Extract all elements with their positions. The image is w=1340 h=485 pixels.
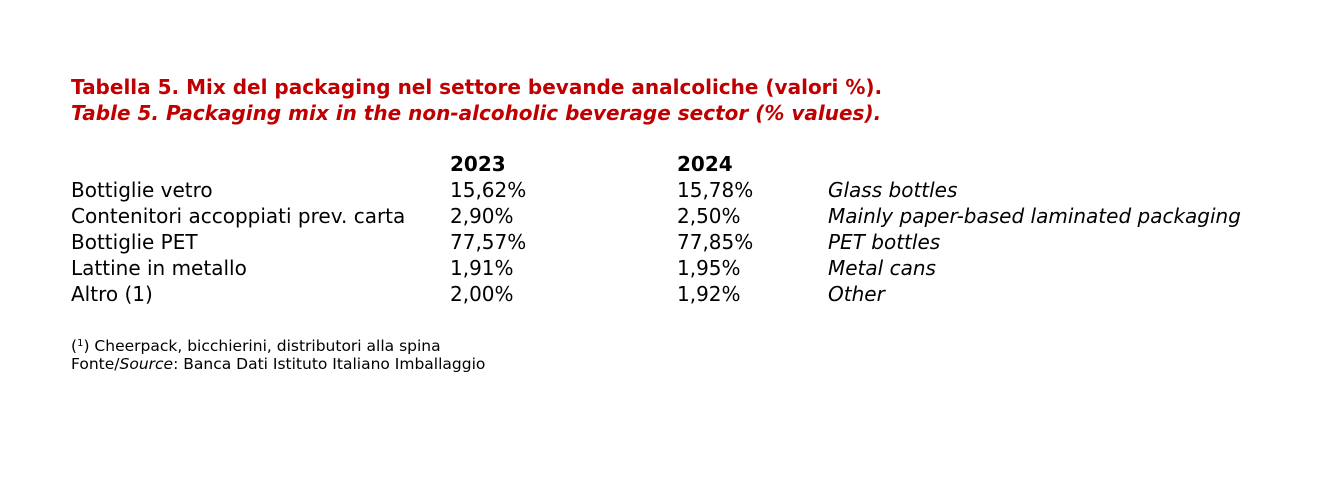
row-label-english: Glass bottles [828, 178, 958, 202]
row-value-2024: 1,95% [677, 256, 741, 280]
source-text: : Banca Dati Istituto Italiano Imballagg… [173, 355, 486, 373]
footnote-text: Cheerpack, bicchierini, distributori all… [89, 337, 441, 355]
table-title-italian: Tabella 5. Mix del packaging nel settore… [71, 75, 883, 99]
row-value-2024: 15,78% [677, 178, 754, 202]
row-label-english: Other [828, 282, 885, 306]
footnote: (1) Cheerpack, bicchierini, distributori… [71, 334, 485, 355]
row-label-english: PET bottles [828, 230, 941, 254]
header-2023: 2023 [450, 152, 506, 176]
row-label-italian: Contenitori accoppiati prev. carta [71, 204, 406, 228]
row-value-2023: 2,00% [450, 282, 514, 306]
row-label-italian: Bottiglie PET [71, 230, 198, 254]
row-value-2023: 1,91% [450, 256, 514, 280]
row-value-2024: 77,85% [677, 230, 754, 254]
footnote-open: ( [71, 337, 78, 355]
source-italic: Source [119, 355, 174, 373]
row-value-2023: 15,62% [450, 178, 527, 202]
row-label-italian: Lattine in metallo [71, 256, 247, 280]
table-notes: (1) Cheerpack, bicchierini, distributori… [71, 334, 485, 374]
footnote-mark: 1 [77, 338, 84, 349]
header-2024: 2024 [677, 152, 733, 176]
row-label-italian: Bottiglie vetro [71, 178, 213, 202]
row-value-2024: 2,50% [677, 204, 741, 228]
row-label-english: Metal cans [828, 256, 936, 280]
row-value-2023: 77,57% [450, 230, 527, 254]
row-value-2024: 1,92% [677, 282, 741, 306]
source-prefix: Fonte/ [71, 355, 120, 373]
footnote-close: ) [83, 337, 90, 355]
source-note: Fonte/Source: Banca Dati Istituto Italia… [71, 354, 485, 374]
row-label-italian: Altro (1) [71, 282, 153, 306]
row-label-english: Mainly paper-based laminated packaging [828, 204, 1241, 228]
table-title-english: Table 5. Packaging mix in the non-alcoho… [71, 101, 882, 125]
row-value-2023: 2,90% [450, 204, 514, 228]
